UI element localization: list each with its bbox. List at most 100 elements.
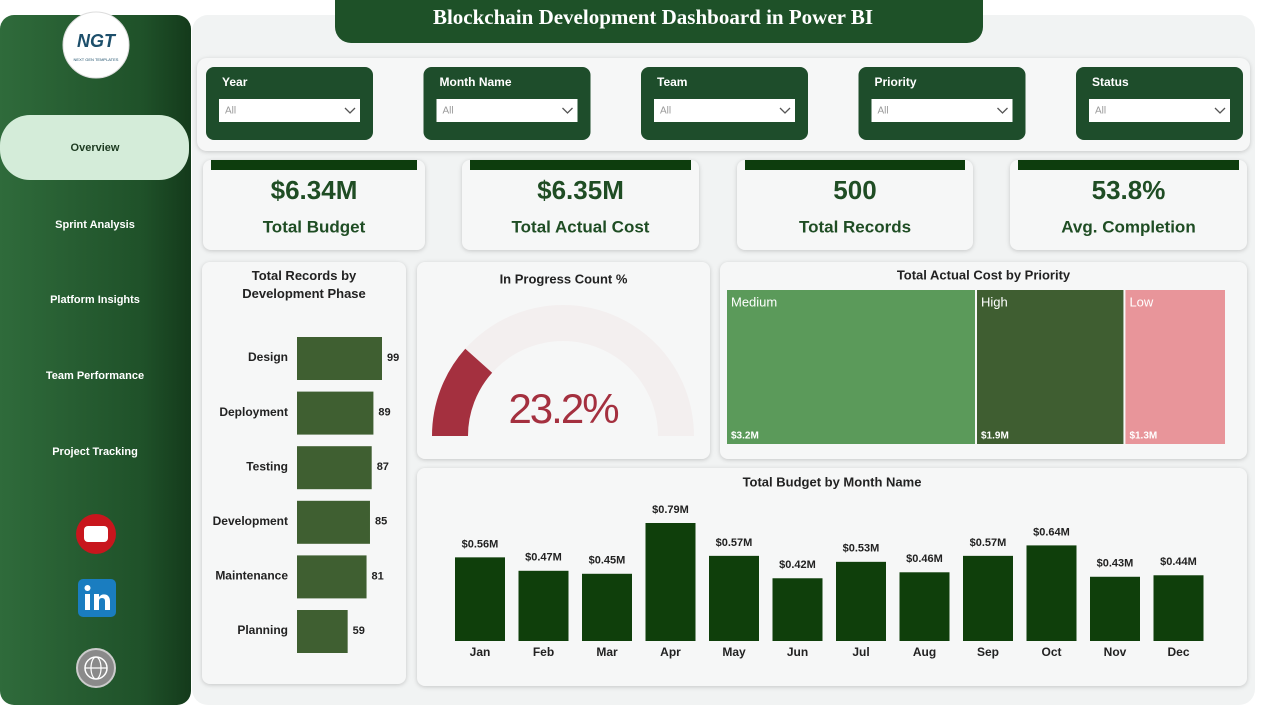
tile-value: $1.3M <box>1129 431 1157 442</box>
filter-dropdown[interactable] <box>436 99 578 122</box>
category-label: Jan <box>470 645 491 659</box>
bar <box>772 578 823 641</box>
filter-value: All <box>660 106 671 117</box>
filter-dropdown[interactable] <box>219 99 360 122</box>
header-banner-top <box>335 0 983 20</box>
filter-label: Year <box>222 75 248 89</box>
bar <box>518 570 569 641</box>
gauge-value: 23.2% <box>508 385 618 432</box>
nav-item[interactable]: Overview <box>71 142 120 154</box>
value-label: 59 <box>353 625 365 637</box>
category-label: Apr <box>660 645 681 659</box>
chart-title: Total Budget by Month Name <box>743 474 922 489</box>
value-label: $0.45M <box>589 555 626 567</box>
bar <box>1090 576 1140 641</box>
value-label: $0.47M <box>525 552 562 564</box>
logo-subtext: NEXT GEN TEMPLATES <box>74 57 119 62</box>
gauge-fill <box>432 348 493 436</box>
filter-label: Priority <box>875 75 917 89</box>
dropdown-chevron <box>779 107 791 114</box>
treemap-tile <box>1125 290 1225 444</box>
treemap-tile <box>727 290 975 444</box>
value-label: $0.79M <box>652 504 689 516</box>
linkedin-icon-dot <box>84 585 91 591</box>
kpi-card <box>737 160 973 250</box>
linkedin-icon-i <box>85 594 90 610</box>
value-label: 89 <box>378 407 390 419</box>
tile-label: Low <box>1129 294 1153 309</box>
filter-label: Team <box>657 75 687 89</box>
category-label: May <box>722 645 746 659</box>
kpi-accent <box>470 160 691 170</box>
filter-value: All <box>443 106 454 117</box>
category-label: Deployment <box>219 405 288 419</box>
youtube-icon-inner <box>84 526 108 542</box>
value-label: $0.53M <box>843 543 880 555</box>
chart-title-box: Total Records by Development Phase <box>242 268 366 301</box>
chart-title: Total Actual Cost by Priority <box>897 267 1071 282</box>
category-label: Maintenance <box>215 569 288 583</box>
category-label: Nov <box>1104 645 1127 659</box>
bar <box>963 555 1013 641</box>
kpi-accent <box>211 160 417 170</box>
treemap-tile <box>977 290 1124 444</box>
value-label: $0.46M <box>906 553 943 565</box>
bar <box>645 523 696 641</box>
dropdown-chevron <box>344 107 356 114</box>
value-label: $0.57M <box>716 537 753 549</box>
category-label: Jul <box>852 645 869 659</box>
category-label: Development <box>213 514 288 528</box>
bar <box>297 446 372 490</box>
nav-item[interactable]: Sprint Analysis <box>55 219 135 231</box>
bar <box>899 572 950 641</box>
value-label: $0.56M <box>462 538 499 550</box>
nav-item[interactable]: Team Performance <box>46 370 144 382</box>
category-label: Feb <box>533 645 554 659</box>
value-label: 87 <box>377 461 389 473</box>
kpi-label: Total Actual Cost <box>512 217 650 236</box>
tile-value: $3.2M <box>731 431 759 442</box>
sidebar <box>0 15 191 705</box>
value-label: $0.57M <box>970 537 1007 549</box>
kpi-accent <box>745 160 965 170</box>
chart-panel <box>417 262 710 459</box>
kpi-label: Total Budget <box>263 217 366 236</box>
value-label: $0.44M <box>1160 556 1197 568</box>
filter-dropdown[interactable] <box>871 99 1013 122</box>
filter-dropdown[interactable] <box>1089 99 1230 122</box>
filter-label: Status <box>1092 75 1129 89</box>
gauge-track <box>432 305 694 436</box>
category-label: Testing <box>246 459 288 473</box>
kpi-label: Total Records <box>799 217 911 236</box>
category-label: Oct <box>1041 645 1061 659</box>
dropdown-chevron <box>562 107 573 114</box>
kpi-value: $6.34M <box>271 175 358 205</box>
kpi-card <box>462 160 699 250</box>
category-label: Aug <box>913 645 936 659</box>
category-label: Jun <box>787 645 808 659</box>
kpi-card <box>203 160 425 250</box>
bar <box>709 555 759 641</box>
tile-label: High <box>981 294 1008 309</box>
filter-value: All <box>1095 106 1106 117</box>
value-label: $0.43M <box>1097 558 1134 570</box>
dropdown-chevron <box>1214 107 1226 114</box>
nav-item[interactable]: Project Tracking <box>52 446 138 458</box>
category-label: Sep <box>977 645 999 659</box>
tile-value: $1.9M <box>981 431 1009 442</box>
value-label: 99 <box>387 352 399 364</box>
bar <box>297 337 382 380</box>
bar <box>297 391 374 435</box>
bar <box>582 573 632 641</box>
category-label: Mar <box>596 645 618 659</box>
nav-item[interactable]: Platform Insights <box>50 294 140 306</box>
value-label: $0.64M <box>1033 526 1070 538</box>
kpi-value: 500 <box>833 175 876 205</box>
bar <box>297 610 348 653</box>
bar <box>297 500 370 544</box>
bar <box>1026 545 1077 641</box>
filter-dropdown[interactable] <box>654 99 795 122</box>
category-label: Planning <box>237 623 288 637</box>
value-label: $0.42M <box>779 559 816 571</box>
